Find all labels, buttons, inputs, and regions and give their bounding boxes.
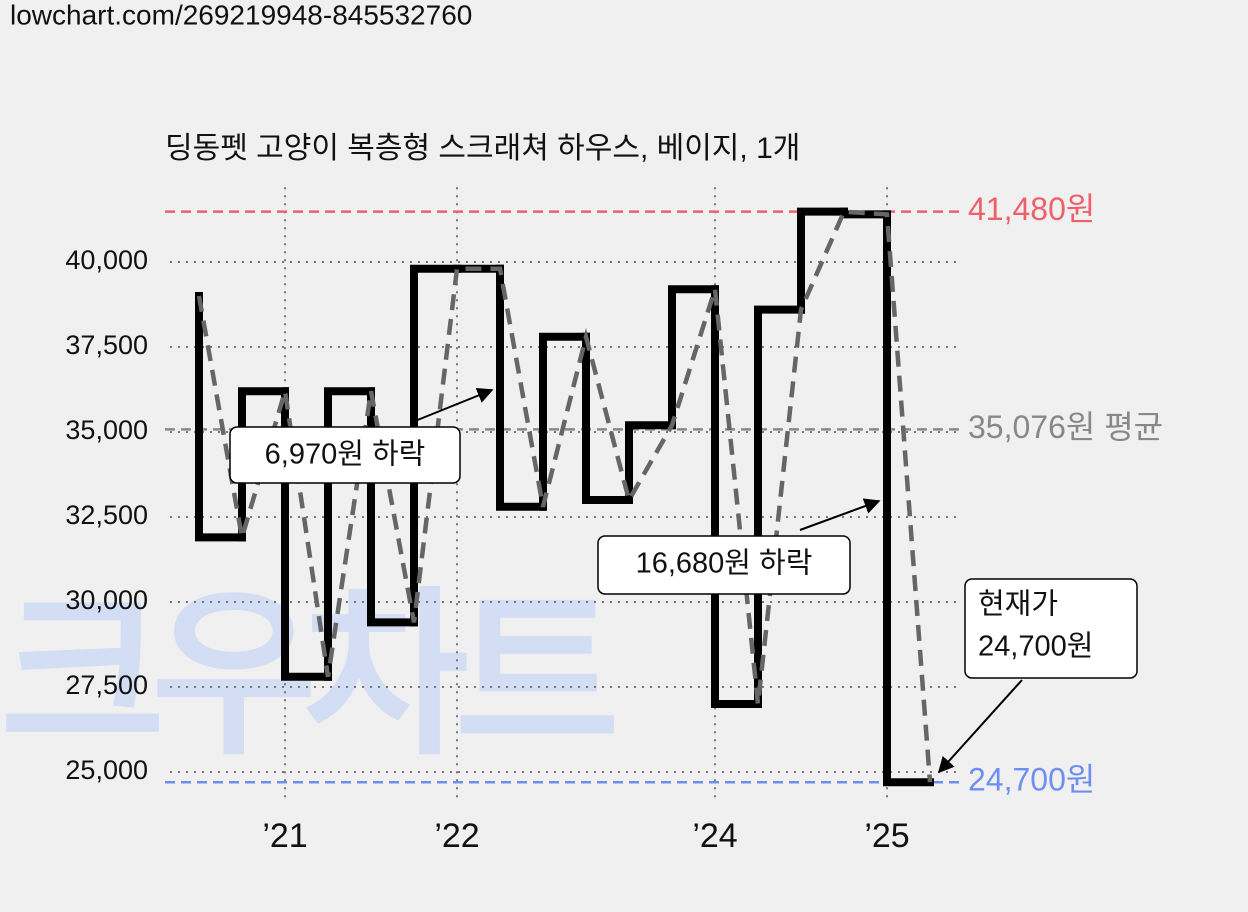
annotation-text: 현재가: [978, 589, 1058, 621]
price-step: [711, 285, 762, 708]
x-tick-label: ’25: [864, 817, 909, 855]
plot: [195, 207, 934, 787]
price-step: [840, 207, 891, 219]
price-step: [797, 207, 848, 314]
price-step: [324, 387, 375, 681]
grid: 25,000 27,500 30,000 32,500 35,000 37,500 40,0…: [65, 187, 960, 855]
annotation: 6,970원 하락: [229, 387, 494, 484]
y-tick-label: 30,000: [65, 585, 148, 615]
x-tick-label: ’24: [692, 817, 737, 855]
annotation-box: [229, 426, 461, 484]
reference-label: 24,700원: [968, 762, 1095, 798]
arrow: [937, 679, 1023, 774]
price-step: [238, 387, 289, 542]
annotation: 현재가 24,700원: [937, 578, 1138, 774]
y-tick-label: 40,000: [65, 245, 148, 275]
header-url: lowchart.com/269219948-845532760: [10, 0, 472, 30]
y-tick-label: 27,500: [65, 670, 148, 700]
annotation-box: [964, 578, 1138, 679]
price-step: [582, 332, 633, 504]
price-step: [496, 264, 547, 511]
annotation-text: 16,680원 하락: [636, 547, 813, 580]
annotation-text: 6,970원 하락: [265, 438, 426, 471]
price-step: [668, 285, 719, 430]
reference-label: 35,076원 평균: [968, 409, 1163, 445]
y-tick-label: 32,500: [65, 500, 148, 530]
y-tick-label: 25,000: [65, 755, 148, 785]
x-tick-label: ’21: [262, 817, 307, 855]
price-step: [410, 264, 461, 627]
arrow: [799, 498, 881, 531]
y-tick-label: 37,500: [65, 330, 148, 360]
annotation-box: [597, 535, 851, 595]
arrow: [414, 387, 494, 422]
annotation-text: 24,700원: [978, 631, 1093, 663]
price-step: [539, 332, 590, 511]
y-tick-label: 35,000: [65, 415, 148, 445]
chart-title: 딩동펫 고양이 복층형 스크래쳐 하우스, 베이지, 1개: [165, 132, 800, 165]
reference-label: 41,480원: [968, 191, 1095, 227]
x-tick-label: ’22: [434, 817, 479, 855]
price-step: [281, 387, 332, 681]
annotation: 16,680원 하락: [597, 498, 881, 595]
price-step: [625, 421, 676, 504]
price-step: [195, 292, 246, 542]
price-line: [196, 209, 933, 783]
price-step: [883, 210, 934, 787]
